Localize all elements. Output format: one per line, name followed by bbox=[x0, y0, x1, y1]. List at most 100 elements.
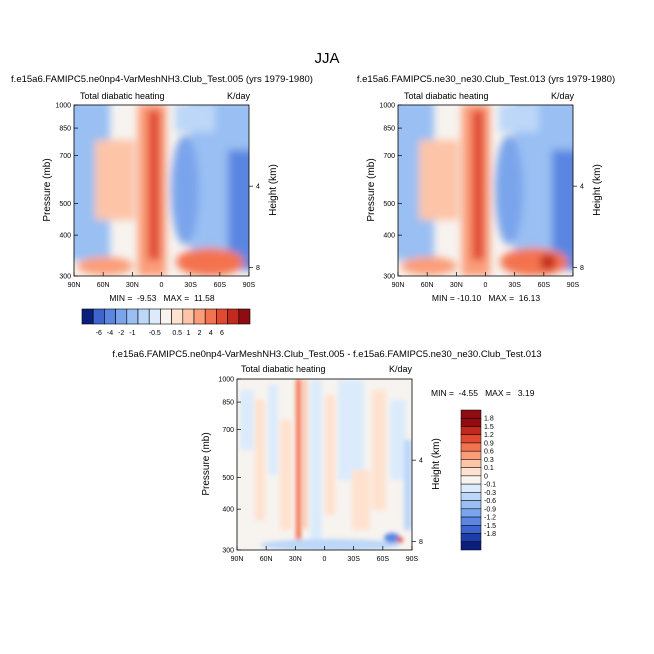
colorbar-diff-label: 0.9 bbox=[484, 440, 494, 447]
colorbar-diff-swatch bbox=[460, 533, 482, 543]
panel-diff-xtick-label: 60S bbox=[377, 556, 390, 563]
colorbar-top-label: 2 bbox=[198, 330, 202, 337]
colorbar-top-label: -0.5 bbox=[149, 330, 161, 337]
panel-a-title: f.e15a6.FAMIPC5.ne0np4-VarMeshNH3.Club_T… bbox=[11, 74, 313, 85]
colorbar-diff-label: 0 bbox=[484, 473, 488, 480]
panel-a-xtick-label: 60S bbox=[214, 282, 227, 289]
colorbar-diff-swatch bbox=[460, 450, 482, 460]
panel-a-ylabel-right: Height (km) bbox=[268, 164, 279, 216]
diff-warm-blob bbox=[397, 537, 403, 543]
colorbar-diff-label: -1.5 bbox=[484, 523, 496, 530]
colorbar-diff-swatch bbox=[460, 467, 482, 477]
panel-diff-xtick-label: 90N bbox=[231, 556, 244, 563]
diff-cool-edge bbox=[404, 440, 412, 530]
panel-b-stats: MIN = -10.10 MAX = 16.13 bbox=[432, 293, 540, 303]
colorbar-diff-swatch bbox=[460, 483, 482, 493]
panel-diff-htick-label: 8 bbox=[419, 539, 423, 546]
diff-warm-2 bbox=[280, 420, 292, 530]
panel-a-left-label: Total diabatic heating bbox=[80, 91, 165, 101]
panel-b-htick-label: 8 bbox=[580, 265, 584, 272]
panel-b-axes: 90N 60N 30N 0 30S 60S 90S 300 400 500 700 850 1000 8 4 bbox=[379, 103, 584, 290]
colorbar-top-swatch bbox=[126, 308, 139, 325]
colorbar-diff-label: -0.9 bbox=[484, 506, 496, 513]
colorbar-diff-swatch bbox=[460, 541, 482, 551]
panel-a-xtick-label: 30N bbox=[126, 282, 139, 289]
panel-b-units: K/day bbox=[551, 91, 575, 101]
panel-b-warm-pbl bbox=[500, 248, 568, 276]
colorbar-top-swatch bbox=[216, 308, 228, 325]
panel-a-field bbox=[74, 105, 249, 276]
colorbar-top-label: -4 bbox=[107, 330, 113, 337]
panel-b-cool-upper bbox=[499, 105, 539, 132]
colorbar-top-swatch bbox=[81, 308, 94, 325]
panel-b-xtick-label: 30S bbox=[508, 282, 521, 289]
panel-b-ytick-label: 300 bbox=[383, 274, 395, 281]
panel-a-warm-pbl-n bbox=[77, 257, 133, 275]
panel-b-title: f.e15a6.FAMIPC5.ne30_ne30.Club_Test.013 … bbox=[357, 74, 615, 85]
colorbar-top-label: -2 bbox=[118, 330, 124, 337]
panel-diff-htick-label: 4 bbox=[419, 458, 423, 465]
colorbar-top-label: 0.5 bbox=[172, 330, 182, 337]
colorbar-top-swatch bbox=[160, 308, 172, 325]
panel-diff-ytick-label: 700 bbox=[222, 427, 234, 434]
panel-b-xtick-label: 0 bbox=[484, 282, 488, 289]
panel-a-xtick-label: 60N bbox=[97, 282, 110, 289]
panel-diff-axes: 90N 60N 30N 0 30S 60S 90S 300 400 500 700 850 1000 8 4 bbox=[218, 377, 423, 564]
colorbar-top-label: 6 bbox=[220, 330, 224, 337]
colorbar-top-swatch bbox=[204, 308, 217, 325]
colorbar-diff-label: 0.3 bbox=[484, 457, 494, 464]
colorbar-diff-label: -0.3 bbox=[484, 490, 496, 497]
panel-diff-units: K/day bbox=[389, 364, 413, 374]
diff-cool-4 bbox=[338, 380, 364, 480]
colorbar-diff-swatch bbox=[460, 475, 482, 485]
panel-a-ytick-label: 700 bbox=[59, 153, 71, 160]
diff-warm-core bbox=[296, 379, 301, 550]
panel-diff-ytick-label: 500 bbox=[222, 475, 234, 482]
panel-diff-ytick-label: 1000 bbox=[218, 377, 234, 384]
colorbar-diff-label: -0.6 bbox=[484, 498, 496, 505]
colorbar-top-swatch bbox=[137, 308, 150, 325]
panel-diff-xtick-label: 60N bbox=[260, 556, 273, 563]
colorbar-diff-swatch bbox=[460, 500, 482, 510]
panel-b: f.e15a6.FAMIPC5.ne30_ne30.Club_Test.013 … bbox=[357, 74, 615, 303]
diff-cool-5 bbox=[390, 400, 406, 480]
panel-b-ytick-label: 500 bbox=[383, 201, 395, 208]
colorbar-top-swatch bbox=[238, 308, 251, 325]
diff-cool-3 bbox=[310, 380, 322, 540]
colorbar-diff-swatch bbox=[460, 459, 482, 468]
panel-a-xtick-label: 90S bbox=[243, 282, 256, 289]
panel-b-field bbox=[398, 105, 573, 276]
panel-b-xtick-label: 60S bbox=[538, 282, 551, 289]
colorbar-diff-swatch bbox=[460, 525, 482, 534]
panel-diff: f.e15a6.FAMIPC5.ne0np4-VarMeshNH3.Club_T… bbox=[112, 349, 541, 563]
colorbar-top-label: 1 bbox=[186, 330, 190, 337]
colorbar-diff-swatch bbox=[460, 442, 482, 452]
panel-b-htick-label: 4 bbox=[580, 184, 584, 191]
panel-b-xtick-label: 90N bbox=[392, 282, 405, 289]
colorbar-top-swatch bbox=[92, 308, 105, 325]
panel-b-xtick-label: 30N bbox=[450, 282, 463, 289]
panel-b-ytick-label: 1000 bbox=[379, 103, 395, 110]
colorbar-diff-label: 1.2 bbox=[484, 432, 494, 439]
colorbar-top-swatch bbox=[148, 308, 161, 325]
diff-warm-3 bbox=[325, 395, 335, 515]
colorbar-diff-swatch bbox=[460, 508, 482, 518]
colorbar-diff-swatch bbox=[460, 492, 482, 501]
panel-a-axes: 90N 60N 30N 0 30S 60S 90S 300 400 500 700 850 1000 8 4 bbox=[55, 103, 260, 290]
panel-diff-xtick-label: 30S bbox=[347, 556, 360, 563]
panel-a-ytick-label: 500 bbox=[59, 201, 71, 208]
panel-b-cool-right-edge bbox=[552, 150, 573, 270]
panel-b-warm-south bbox=[419, 140, 459, 220]
panel-diff-ytick-label: 400 bbox=[222, 507, 234, 514]
colorbar-top-swatch bbox=[182, 308, 195, 325]
panel-b-ytick-label: 700 bbox=[383, 153, 395, 160]
panel-b-cool-mid bbox=[495, 135, 523, 245]
panel-diff-ylabel-right: Height (km) bbox=[431, 438, 442, 490]
panel-a-htick-label: 8 bbox=[256, 265, 260, 272]
colorbar-top-swatch bbox=[115, 308, 128, 325]
panel-b-warm-core bbox=[472, 110, 484, 260]
colorbar-diff-swatch bbox=[460, 417, 482, 427]
colorbar-top-label: -6 bbox=[96, 330, 102, 337]
panel-a-xtick-label: 0 bbox=[160, 282, 164, 289]
